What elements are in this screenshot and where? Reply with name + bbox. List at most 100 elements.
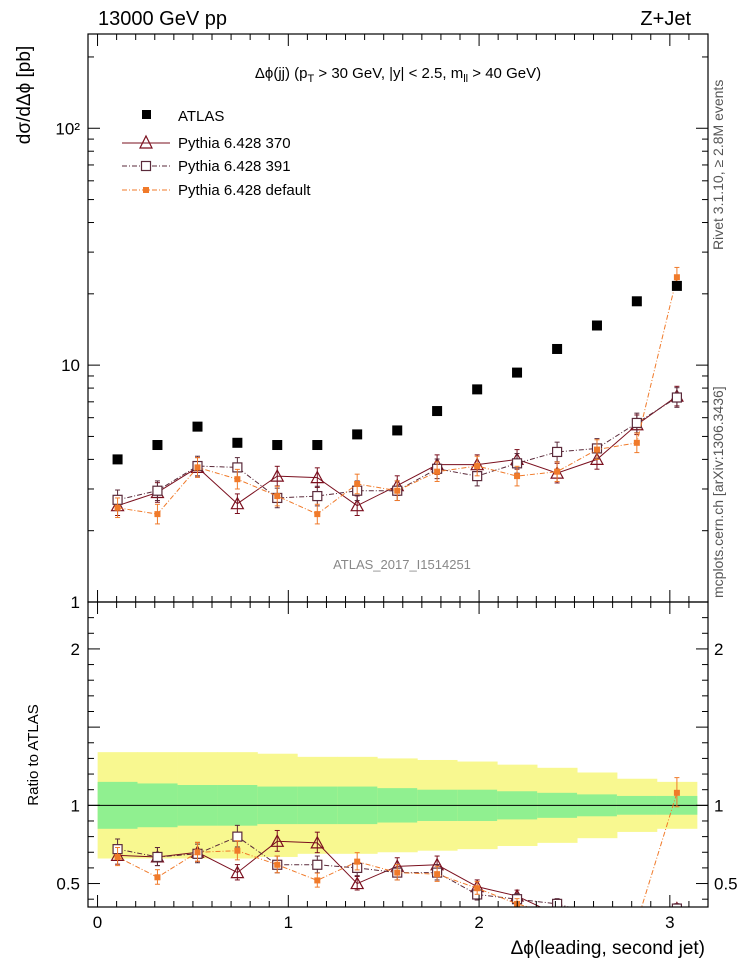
ratio-point-pdef-6 xyxy=(354,858,361,865)
main-point-p391-11 xyxy=(552,446,563,458)
legend-marker-p370 xyxy=(139,134,153,149)
main-ytick-label-1: 10 xyxy=(61,356,80,375)
legend: ATLAS Pythia 6.428 370 Pythia 6.428 391 … xyxy=(122,108,311,199)
ratio-ylabel: Ratio to ATLAS xyxy=(25,704,42,805)
main-point-pdef-12 xyxy=(593,446,600,453)
ratio-point-pdef-11 xyxy=(554,912,560,918)
main-point-atlas-11 xyxy=(552,343,563,354)
main-point-p391-14 xyxy=(671,392,683,403)
main-point-p370-5 xyxy=(310,470,325,484)
main-ylabel: dσ/dΔϕ [pb] xyxy=(14,46,35,144)
ratio-point-p391-12 xyxy=(592,910,601,919)
main-point-atlas-4 xyxy=(272,440,283,451)
ratio-point-pdef-12 xyxy=(594,912,600,918)
main-point-atlas-6 xyxy=(352,429,363,440)
main-point-p391-1 xyxy=(152,485,163,496)
main-point-pdef-8 xyxy=(434,468,441,475)
ratio-point-pdef-7 xyxy=(394,869,401,876)
main-point-pdef-4 xyxy=(274,493,281,500)
main-point-atlas-7 xyxy=(392,425,403,436)
main-point-pdef-1 xyxy=(154,511,161,518)
ratio-ytick-label-left-3: 2 xyxy=(71,640,80,659)
main-point-pdef-14 xyxy=(673,274,680,281)
main-ytick-label-2: 10² xyxy=(55,119,80,138)
main-point-pdef-5 xyxy=(314,511,321,518)
ratio-point-p370-12 xyxy=(591,914,603,925)
main-point-atlas-12 xyxy=(591,320,602,331)
ratio-xtick-label-1: 1 xyxy=(284,913,293,932)
main-point-p370-6 xyxy=(350,498,365,512)
ratio-ytick-label-left-1: 1 xyxy=(71,796,80,815)
ratio-point-p391-11 xyxy=(552,898,563,907)
main-point-pdef-10 xyxy=(514,473,521,480)
main-point-pdef-6 xyxy=(354,480,361,487)
main-point-atlas-5 xyxy=(312,440,323,451)
ratio-point-p370-3 xyxy=(230,865,245,879)
legend-label-pdef: Pythia 6.428 default xyxy=(178,182,311,199)
main-point-pdef-7 xyxy=(394,487,401,494)
ratio-ytick-label-left-0: 0.5 xyxy=(56,875,80,894)
analysis-id-label: ATLAS_2017_I1514251 xyxy=(333,557,471,572)
ratio-ytick-label-right-1: 1 xyxy=(714,796,723,815)
ratio-point-p370-6 xyxy=(350,876,365,890)
ratio-point-p391-13 xyxy=(632,910,641,919)
ratio-point-pdef-1 xyxy=(154,874,161,881)
main-point-atlas-9 xyxy=(472,384,483,395)
axes: 1 10 10² 0 1 2 3 0.5 0.5 1 1 2 2 xyxy=(55,33,738,932)
legend-label-p391: Pythia 6.428 391 xyxy=(178,158,291,175)
main-point-pdef-11 xyxy=(554,468,561,475)
main-plot-title: Δϕ(jj) (pT > 30 GeV, |y| < 2.5, mll > 40… xyxy=(255,65,541,85)
ratio-point-pdef-14 xyxy=(673,789,680,796)
ratio-xtick-label-0: 0 xyxy=(93,913,102,932)
ratio-point-pdef-8 xyxy=(434,871,441,878)
ratio-point-p370-13 xyxy=(631,909,643,920)
main-point-p370-4 xyxy=(270,468,285,482)
main-line-p391 xyxy=(117,397,678,501)
main-point-pdef-13 xyxy=(633,439,640,446)
ratio-point-p391-5 xyxy=(312,859,323,870)
main-point-atlas-10 xyxy=(512,367,523,378)
main-point-p370-3 xyxy=(230,496,245,510)
main-point-p370-12 xyxy=(589,452,604,465)
main-panel-marks xyxy=(110,266,684,525)
ratio-ytick-label-right-0: 0.5 xyxy=(714,875,738,894)
main-point-atlas-14 xyxy=(671,280,682,291)
main-point-atlas-0 xyxy=(112,454,123,465)
ratio-point-p370-5 xyxy=(310,835,325,849)
ratio-point-pdef-13 xyxy=(634,920,640,926)
main-point-p391-5 xyxy=(312,490,323,502)
legend-marker-pdef xyxy=(143,187,149,193)
ratio-xlabel: Δϕ(leading, second jet) xyxy=(511,938,705,959)
ratio-ytick-label-right-3: 2 xyxy=(714,640,723,659)
ratio-point-p391-14 xyxy=(671,903,683,907)
ratio-point-p391-3 xyxy=(232,831,243,842)
legend-label-atlas: ATLAS xyxy=(178,108,224,125)
main-point-pdef-0 xyxy=(114,504,121,511)
ratio-point-pdef-9 xyxy=(474,885,481,892)
main-point-p391-13 xyxy=(631,417,642,429)
legend-marker-p391 xyxy=(140,160,152,172)
header-process-label: Z+Jet xyxy=(640,8,691,30)
header-energy-label: 13000 GeV pp xyxy=(98,8,227,30)
ratio-point-p391-1 xyxy=(152,851,163,863)
ratio-xtick-label-2: 2 xyxy=(474,913,483,932)
ratio-xtick-label-3: 3 xyxy=(665,913,674,932)
rivet-version-label: Rivet 3.1.10, ≥ 2.8M events xyxy=(710,80,726,250)
main-point-pdef-2 xyxy=(194,464,201,471)
ratio-point-p370-11 xyxy=(551,909,563,920)
ratio-point-p370-4 xyxy=(270,834,285,847)
ratio-point-pdef-4 xyxy=(274,861,281,868)
ratio-point-pdef-3 xyxy=(234,847,241,854)
ratio-panel-marks xyxy=(88,752,708,926)
legend-marker-atlas xyxy=(142,110,151,119)
main-point-atlas-1 xyxy=(152,440,163,451)
main-point-pdef-3 xyxy=(234,476,241,483)
main-ytick-label-0: 1 xyxy=(71,593,80,612)
main-point-pdef-9 xyxy=(474,463,481,470)
main-point-atlas-13 xyxy=(631,296,642,307)
ratio-point-pdef-2 xyxy=(194,849,201,856)
ratio-frame xyxy=(87,601,709,908)
main-point-atlas-3 xyxy=(232,437,243,448)
main-point-atlas-8 xyxy=(432,406,443,417)
